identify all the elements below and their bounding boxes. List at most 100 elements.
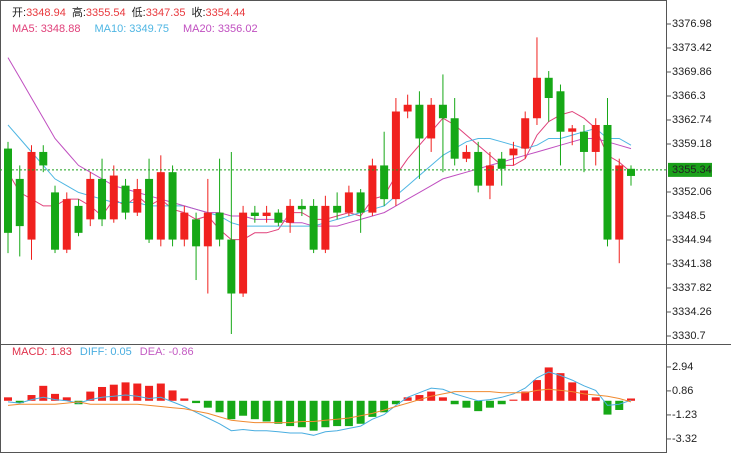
candle-body	[239, 212, 248, 294]
macd-bar	[497, 400, 506, 405]
macd-bar	[344, 400, 353, 427]
candle-body	[297, 205, 306, 210]
macd-bar	[591, 397, 600, 401]
macd-bar	[51, 393, 60, 401]
candle-body	[497, 158, 506, 169]
macd-line	[7, 388, 632, 424]
macd-bar	[309, 400, 318, 431]
ma-legend-name: MA10:	[94, 23, 126, 35]
candle-body	[450, 118, 459, 159]
candle-body	[556, 91, 565, 132]
ohlc-label: 开:	[12, 7, 26, 19]
y-tick-label: 0.86	[672, 385, 693, 397]
ma-line	[7, 110, 632, 241]
ohlc-label: 低:	[132, 6, 146, 19]
macd-bar	[62, 397, 71, 401]
macd-legend-name: DIFF:	[80, 346, 108, 358]
ohlc-value: 3348.94	[26, 7, 66, 19]
y-tick-label: 3334.26	[672, 306, 712, 318]
macd-bar	[145, 385, 154, 401]
macd-bar	[180, 398, 189, 401]
macd-bar	[86, 391, 95, 401]
candle-body	[368, 165, 377, 213]
macd-legend-name: DEA:	[140, 346, 166, 358]
candle-body	[156, 172, 165, 240]
macd-bar	[403, 397, 412, 401]
candle-body	[415, 104, 424, 139]
y-tick-label: 3337.82	[672, 282, 712, 294]
y-tick-label: 2.94	[672, 361, 693, 373]
candle-body	[438, 104, 447, 119]
ohlc-value: 3354.44	[206, 7, 246, 19]
candle-body	[321, 205, 330, 250]
y-tick-label: 3341.38	[672, 258, 712, 270]
ma-legend-name: MA20:	[183, 23, 215, 35]
candle-body	[192, 219, 201, 247]
macd-bar	[321, 400, 330, 428]
candle-body	[344, 192, 353, 213]
macd-bar	[227, 400, 236, 420]
candle-body	[121, 185, 130, 213]
candle-body	[4, 148, 12, 233]
y-tick-label: -1.23	[672, 409, 697, 421]
macd-bar	[27, 395, 36, 401]
candle-body	[27, 151, 36, 240]
y-tick-label: 3369.86	[672, 66, 712, 78]
y-tick-label: 3330.7	[672, 330, 706, 342]
macd-bar	[474, 400, 483, 412]
last-price-label: 3355.34	[672, 164, 712, 176]
y-tick-label: 3348.5	[672, 210, 706, 222]
candle-body	[591, 124, 600, 152]
ohlc-label: 收:	[191, 5, 205, 19]
candle-body	[427, 104, 436, 139]
candle-body	[98, 178, 107, 220]
macd-bar	[415, 395, 424, 401]
y-tick-label: 3366.3	[672, 90, 706, 102]
candle-body	[145, 178, 154, 240]
candle-body	[74, 205, 83, 233]
macd-bar	[215, 400, 224, 413]
macd-bar	[579, 390, 588, 401]
candle-body	[86, 178, 95, 220]
candle-body	[227, 239, 236, 294]
macd-bar	[462, 400, 471, 408]
macd-bar	[450, 400, 459, 405]
macd-bar	[239, 400, 248, 416]
macd-legend-name: MACD:	[12, 346, 47, 358]
macd-bar	[615, 400, 624, 410]
macd-bar	[380, 400, 389, 413]
macd-bar	[192, 400, 201, 404]
candle-body	[250, 212, 259, 216]
macd-bar	[544, 367, 553, 401]
candle-body	[109, 175, 118, 220]
candle-body	[403, 104, 412, 112]
macd-bar	[356, 400, 365, 424]
last-price-box	[668, 162, 712, 177]
candle-body	[579, 131, 588, 152]
y-tick-label: -3.32	[672, 433, 697, 445]
ohlc-legend: 开:3348.94 高:3355.54 低:3347.35 收:3354.44	[12, 5, 245, 19]
candle-body	[380, 165, 389, 200]
macd-bar	[109, 384, 118, 401]
ma-legend-value: 3349.75	[129, 23, 169, 35]
macd-legend-value: 0.05	[110, 346, 131, 358]
macd-bar	[556, 373, 565, 401]
candle-body	[474, 151, 483, 186]
candle-body	[568, 128, 577, 132]
candle-body	[309, 205, 318, 250]
macd-legend-value: -0.86	[168, 346, 193, 358]
macd-bar	[627, 398, 635, 401]
macd-bar	[333, 400, 342, 427]
candle-body	[133, 189, 142, 213]
candle-body	[262, 212, 271, 216]
candle-body	[39, 151, 48, 166]
legend: MACD: 1.83 DIFF: 0.05 DEA: -0.86	[12, 346, 194, 358]
macd-bar	[274, 400, 283, 424]
ma-legend-value: 3348.88	[41, 23, 81, 35]
y-tick-label: 3359.18	[672, 138, 712, 150]
candle-body	[615, 165, 624, 240]
macd-bar	[250, 400, 259, 420]
macd-bar	[203, 400, 212, 408]
macd-bar	[74, 400, 83, 405]
